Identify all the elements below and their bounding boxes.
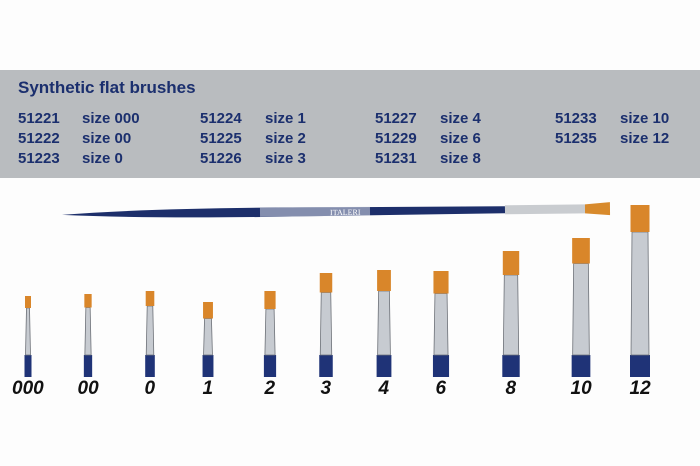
long-brush: ITALERI [62,202,611,218]
size-label: 3 [320,378,332,399]
product-code: 51227 [375,110,417,127]
bristles [377,270,391,291]
size-label: 12 [629,378,651,399]
product-size: size 4 [440,110,481,127]
handle [202,355,214,377]
ferrule [319,292,333,356]
product-size: size 000 [82,110,140,127]
bristles [433,271,449,294]
handle [630,355,650,377]
ferrule [502,274,520,356]
ferrule [433,293,449,356]
size-label: 2 [264,378,276,399]
product-code: 51221 [18,110,60,127]
product-code: 51229 [375,130,417,147]
handle [502,355,520,377]
size-label: 6 [435,378,447,399]
handle [263,355,277,377]
product-code: 51222 [18,130,60,147]
handle [319,355,333,377]
handle [432,355,450,377]
product-size: size 12 [620,130,670,147]
size-label: 1 [202,378,214,399]
product-code: 51226 [200,150,242,167]
product-code: 51225 [200,130,242,147]
size-label: 000 [12,378,44,399]
product-size: size 1 [265,110,306,127]
ferrule [145,305,155,356]
header-panel [0,70,700,178]
bristles [25,296,31,308]
bristles [630,205,650,232]
product-size: size 2 [265,130,306,147]
ferrule [572,263,590,356]
size-label: 10 [570,378,592,399]
product-size: size 6 [440,130,481,147]
product-size: size 10 [620,110,670,127]
ferrule [25,307,31,356]
product-size: size 00 [82,130,132,147]
handle [83,355,93,377]
size-label: 00 [77,378,99,399]
handle [145,355,155,377]
bristles [319,273,333,293]
handle [376,355,392,377]
bristles [572,238,590,264]
bristles [203,302,213,319]
bristles [502,251,520,275]
bristles [84,294,92,308]
handle [24,355,32,377]
product-code: 51233 [555,110,597,127]
product-size: size 3 [265,150,306,167]
product-code: 51224 [200,110,242,127]
product-size: size 0 [82,150,123,167]
ferrule [377,290,391,356]
size-label: 4 [378,378,390,399]
handle [571,355,591,377]
product-code: 51231 [375,150,417,167]
size-label: 8 [505,378,517,399]
product-code: 51235 [555,130,597,147]
title: Synthetic flat brushes [18,78,196,97]
ferrule [84,307,92,356]
product-size: size 8 [440,150,481,167]
bristles [145,291,155,306]
brush-label: ITALERI [330,208,361,217]
product-code: 51223 [18,150,60,167]
bristles [264,291,276,309]
size-label: 0 [144,378,156,399]
ferrule [630,231,650,356]
ferrule [203,318,213,356]
ferrule [264,308,276,356]
